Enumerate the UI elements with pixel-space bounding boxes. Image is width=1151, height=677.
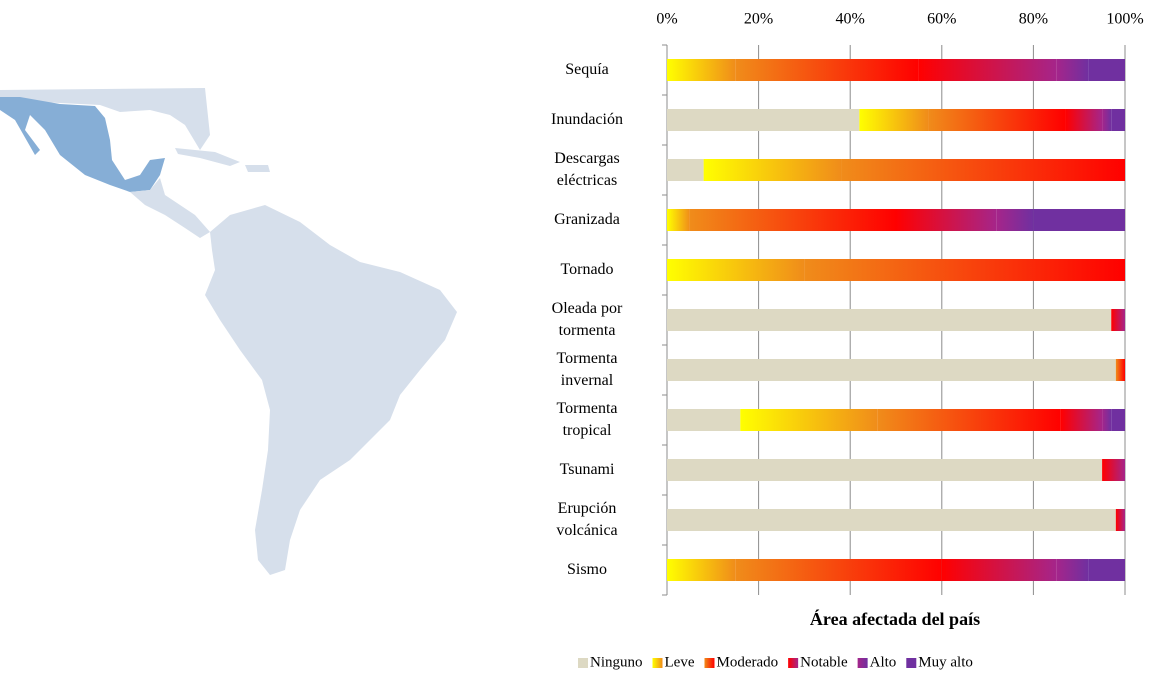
bar-segment bbox=[941, 559, 1057, 581]
legend-swatch bbox=[578, 658, 588, 668]
y-tick-label: Sequía bbox=[565, 61, 609, 78]
legend-swatch bbox=[704, 658, 715, 668]
bar-segment bbox=[667, 159, 704, 181]
y-tick-label: Tormenta invernal bbox=[556, 350, 618, 389]
bar-segment bbox=[918, 59, 1057, 81]
bar-segment bbox=[667, 559, 736, 581]
bar-segment bbox=[1102, 109, 1112, 131]
legend-label: Alto bbox=[870, 654, 897, 670]
bar-segment bbox=[667, 209, 690, 231]
legend-swatch bbox=[788, 658, 799, 668]
bar-segment bbox=[1102, 459, 1125, 481]
x-tick-label: 40% bbox=[836, 11, 865, 28]
legend-swatch bbox=[906, 658, 917, 668]
bar-segment bbox=[667, 109, 860, 131]
bar-segment bbox=[1056, 59, 1089, 81]
bar-segment bbox=[667, 409, 741, 431]
legend-label: Muy alto bbox=[918, 654, 973, 670]
y-tick-label: Inundación bbox=[551, 111, 623, 128]
x-tick-label: 100% bbox=[1106, 11, 1143, 28]
bar-segment bbox=[1056, 559, 1089, 581]
bar-segment bbox=[1088, 559, 1125, 581]
x-tick-label: 20% bbox=[744, 11, 773, 28]
bar-segment bbox=[1115, 359, 1125, 381]
bar-segment bbox=[804, 259, 1125, 281]
bar-segment bbox=[896, 209, 997, 231]
bar-segment bbox=[859, 109, 929, 131]
x-tick-label: 80% bbox=[1019, 11, 1048, 28]
legend-label: Leve bbox=[665, 654, 695, 670]
map-mexico bbox=[0, 97, 165, 192]
bar-segment bbox=[1111, 309, 1125, 331]
legend-label: Ninguno bbox=[590, 654, 643, 670]
y-tick-label: Erupción volcánica bbox=[556, 500, 618, 539]
bar-segment bbox=[1102, 409, 1112, 431]
y-tick-label: Granizada bbox=[554, 211, 620, 228]
bar-segment bbox=[1115, 509, 1125, 531]
bar-segment bbox=[667, 309, 1112, 331]
y-tick-label: Descargas eléctricas bbox=[554, 150, 620, 189]
y-tick-label: Tornado bbox=[560, 261, 614, 278]
bar-segment bbox=[667, 459, 1103, 481]
bar-segment bbox=[689, 209, 896, 231]
y-tick-label: Tsunami bbox=[559, 461, 615, 478]
bar-segment bbox=[667, 59, 736, 81]
bar-segment bbox=[667, 259, 805, 281]
bar-segment bbox=[735, 559, 942, 581]
bar-segment bbox=[703, 159, 842, 181]
legend-swatch bbox=[857, 658, 868, 668]
y-tick-label: Tormenta tropical bbox=[556, 400, 618, 439]
bar-segment bbox=[841, 159, 1125, 181]
bar-segment bbox=[1060, 409, 1103, 431]
bar-segment bbox=[1088, 59, 1125, 81]
x-tick-label: 60% bbox=[927, 11, 956, 28]
bar-segment bbox=[1033, 209, 1125, 231]
legend-label: Moderado bbox=[716, 654, 778, 670]
bar-segment bbox=[1065, 109, 1103, 131]
bar-segment bbox=[667, 509, 1116, 531]
bar-segment bbox=[996, 209, 1034, 231]
map-central-america bbox=[130, 178, 210, 238]
legend-swatch bbox=[652, 658, 663, 668]
y-tick-label: Oleada por tormenta bbox=[551, 300, 623, 339]
map bbox=[0, 88, 457, 575]
bar-segment bbox=[877, 409, 1061, 431]
map-caribbean bbox=[175, 148, 270, 172]
y-tick-label: Sismo bbox=[566, 561, 607, 578]
x-tick-label: 0% bbox=[656, 11, 677, 28]
bar-segment bbox=[1111, 409, 1125, 431]
legend-label: Notable bbox=[800, 654, 848, 670]
x-axis-title: Área afectada del país bbox=[810, 608, 980, 629]
bar-segment bbox=[740, 409, 878, 431]
bar-segment bbox=[735, 59, 919, 81]
map-usa bbox=[0, 88, 210, 150]
bar-segment bbox=[928, 109, 1066, 131]
map-south-america bbox=[205, 205, 457, 575]
bar-segment bbox=[1111, 109, 1125, 131]
bar-segment bbox=[667, 359, 1116, 381]
